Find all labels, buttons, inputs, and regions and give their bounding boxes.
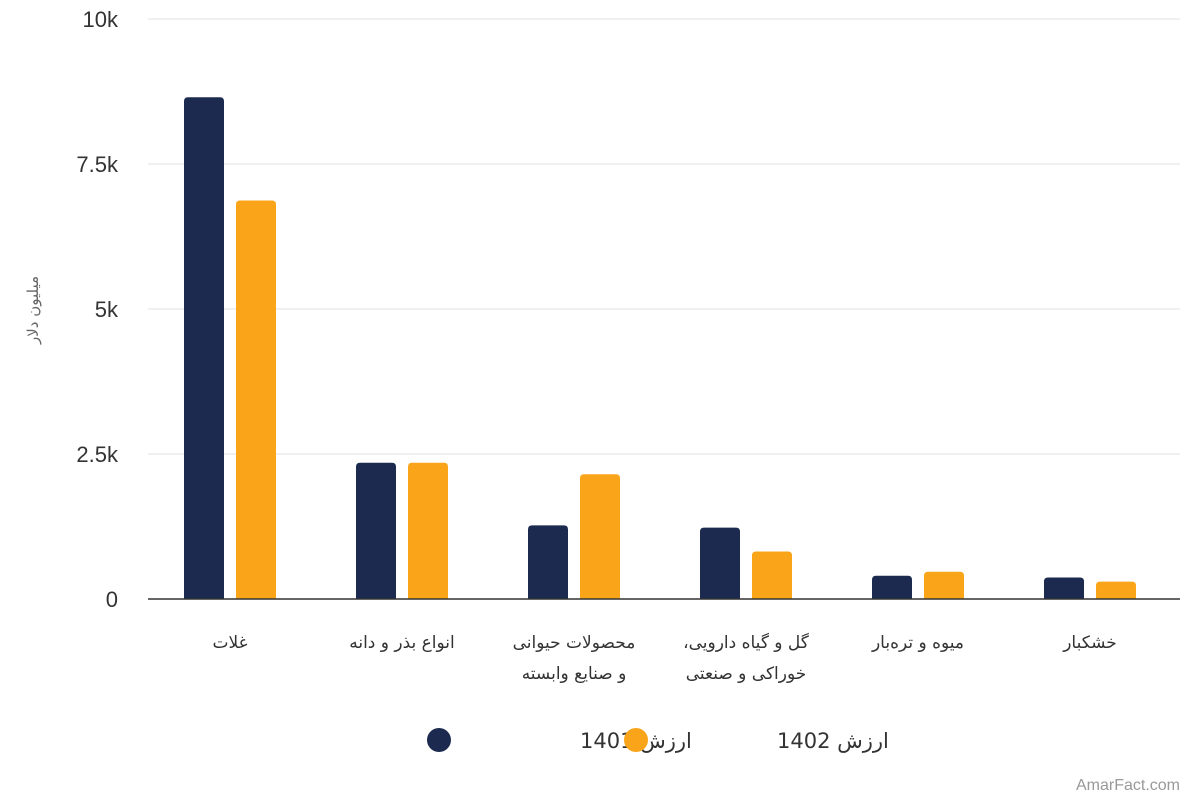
x-category-label: و صنایع وابسته xyxy=(522,664,627,684)
legend-label: ارزش 1402 xyxy=(777,729,889,753)
x-category-label: گل و گیاه دارویی، xyxy=(683,632,810,653)
legend: ارزش 1401 ارزش 1402 xyxy=(427,728,889,753)
y-tick-label: 0 xyxy=(106,587,118,612)
x-category-label: میوه و تره‌بار xyxy=(871,633,964,653)
x-axis-categories: غلات انواع بذر و دانه محصولات حیوانی و صنای… xyxy=(212,632,1116,684)
x-category-label: غلات xyxy=(212,633,247,653)
bar-series-2-cat-1 xyxy=(236,200,276,600)
x-category-label: خشکبار xyxy=(1062,633,1117,653)
bar-series-2-cat-2 xyxy=(408,462,448,599)
y-tick-label: 2.5k xyxy=(76,442,119,467)
credit-text: AmarFact.com xyxy=(1076,777,1180,794)
bar-series-1-cat-2 xyxy=(356,462,396,599)
bar-series-2-cat-3 xyxy=(580,474,620,599)
bar-series-2-cat-6 xyxy=(1096,581,1136,599)
bar-series-1-cat-6 xyxy=(1044,577,1084,599)
y-tick-label: 7.5k xyxy=(76,152,119,177)
y-tick-label: 10k xyxy=(83,7,119,32)
legend-swatch xyxy=(624,728,648,752)
bar-series-1-cat-3 xyxy=(528,525,568,599)
legend-swatch xyxy=(427,728,451,752)
bar-series-1-cat-4 xyxy=(700,527,740,599)
y-axis-label: میلیون دلار xyxy=(24,276,42,345)
x-category-label: محصولات حیوانی xyxy=(513,633,636,653)
bar-series-1-cat-1 xyxy=(184,97,224,600)
gridlines xyxy=(148,18,1180,455)
y-axis-ticks: 0 2.5k 5k 7.5k 10k xyxy=(76,7,119,612)
x-category-label: انواع بذر و دانه xyxy=(349,633,455,653)
bar-series-2-cat-5 xyxy=(924,571,964,599)
bars xyxy=(184,97,1136,600)
bar-series-2-cat-4 xyxy=(752,551,792,599)
x-category-label: خوراکی و صنعتی xyxy=(686,664,807,684)
y-tick-label: 5k xyxy=(95,297,119,322)
bar-series-1-cat-5 xyxy=(872,575,912,599)
